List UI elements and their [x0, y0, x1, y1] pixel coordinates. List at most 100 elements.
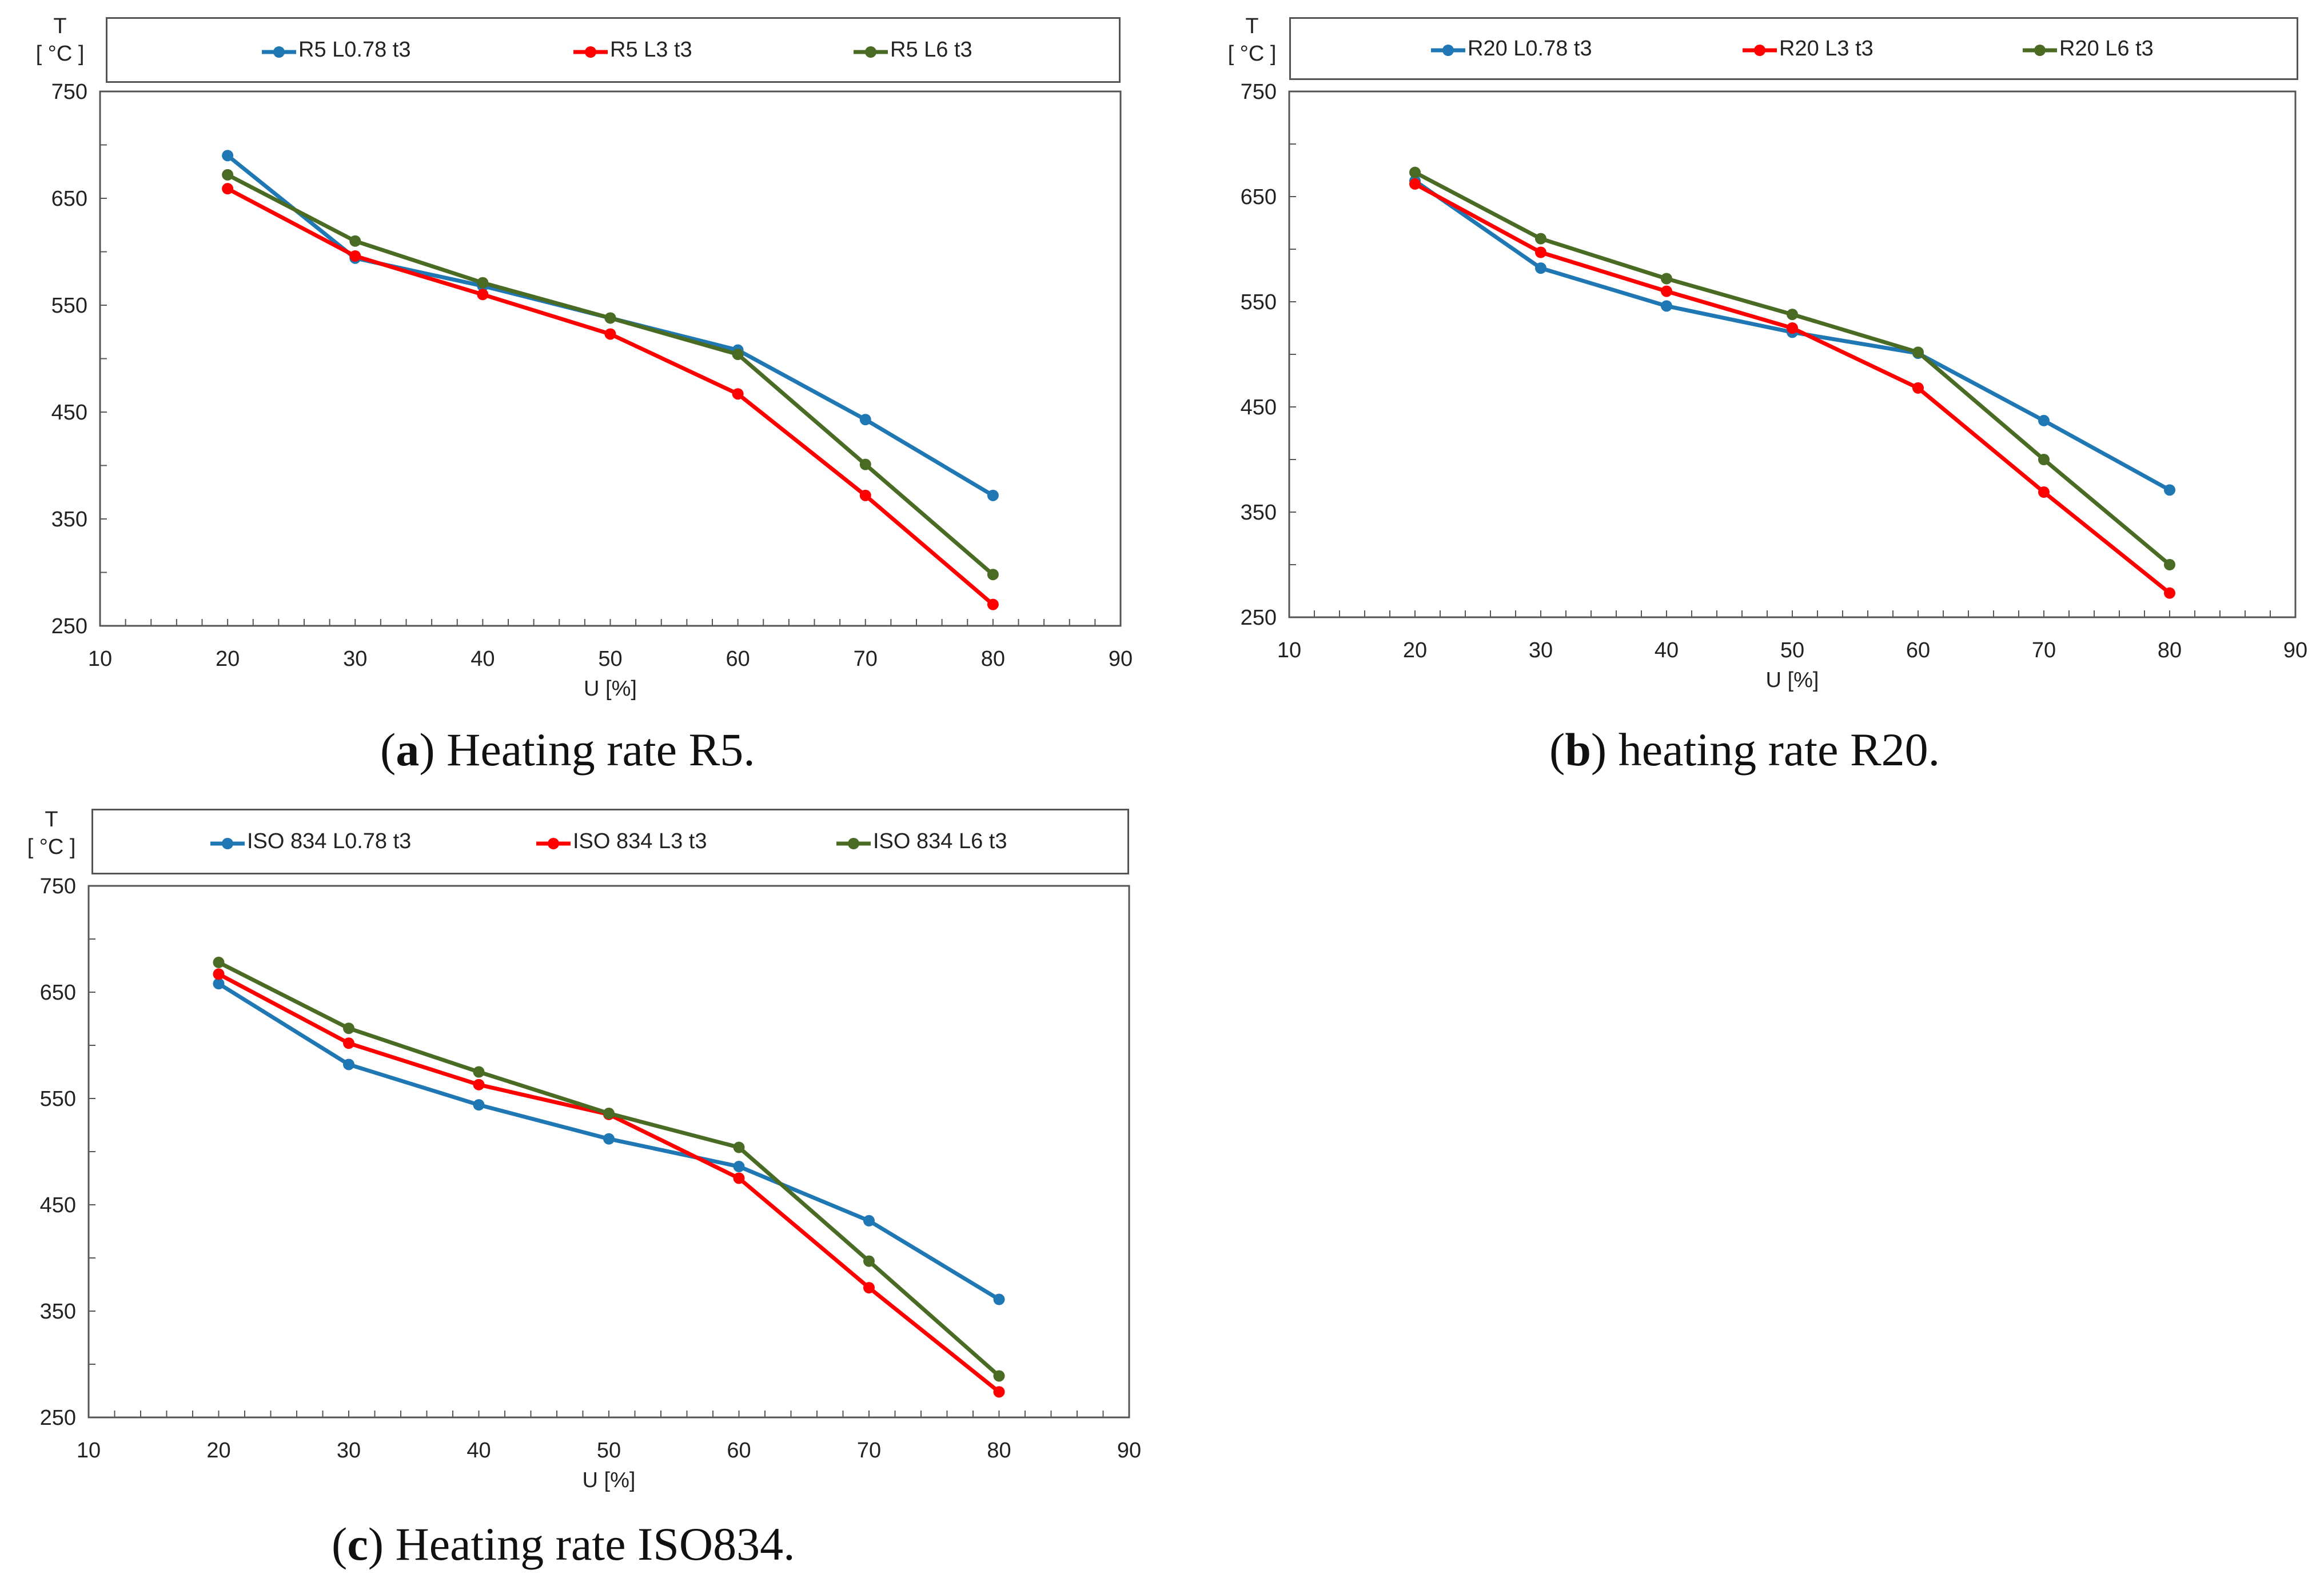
legend-item-c-1: ISO 834 L3 t3 — [536, 810, 707, 873]
y-tick-label: 450 — [51, 401, 87, 425]
y-axis-label-b: T [ °C ] — [1227, 14, 1277, 66]
legend-item-b-0: R20 L0.78 t3 — [1431, 19, 1592, 78]
data-point — [733, 1161, 745, 1173]
data-point — [222, 183, 234, 195]
plot-area — [1288, 90, 2297, 618]
data-point — [859, 489, 871, 501]
data-point — [993, 1386, 1005, 1398]
y-tick-label: 550 — [1241, 290, 1277, 314]
data-point — [863, 1215, 875, 1227]
legend-item-a-2: R5 L6 t3 — [854, 19, 972, 81]
data-point — [1787, 322, 1798, 334]
data-point — [473, 1078, 485, 1090]
legend-swatch-icon — [536, 833, 571, 850]
data-point — [1661, 273, 1672, 285]
x-tick-label: 80 — [2158, 638, 2182, 662]
data-point — [733, 1172, 745, 1184]
legend-c: ISO 834 L0.78 t3 ISO 834 L3 t3 ISO 834 L… — [91, 809, 1129, 874]
series-line-1 — [217, 972, 1000, 1394]
series-line-1 — [1414, 182, 2171, 595]
y-tick-label: 550 — [40, 1087, 76, 1111]
legend-a: R5 L0.78 t3 R5 L3 t3 R5 L6 t3 — [106, 17, 1121, 83]
x-axis-label: U [%] — [584, 677, 637, 701]
data-point — [473, 1066, 485, 1078]
data-point — [343, 1037, 354, 1049]
y-tick-label: 750 — [40, 874, 76, 898]
data-point — [987, 598, 999, 610]
y-tick-label: 450 — [40, 1193, 76, 1217]
data-point — [349, 250, 361, 262]
x-tick-label: 50 — [1780, 638, 1804, 662]
data-point — [987, 489, 999, 501]
data-point — [213, 978, 225, 990]
x-tick-label: 70 — [857, 1439, 881, 1463]
caption-a: (a) Heating rate R5. — [380, 724, 755, 776]
y-tick-label: 350 — [1241, 501, 1277, 525]
data-point — [733, 1141, 745, 1153]
data-point — [477, 289, 489, 301]
y-tick-label: 450 — [1241, 395, 1277, 420]
line-chart-a: 10 20 30 40 50 60 70 80 90 250 350 450 550 650 750 U [%… — [51, 80, 1133, 701]
data-point — [1535, 262, 1546, 274]
data-point — [343, 1058, 354, 1070]
x-tick-label: 10 — [1277, 638, 1301, 662]
data-point — [2164, 559, 2175, 570]
legend-swatch-icon — [210, 833, 245, 850]
y-tick-label: 350 — [51, 508, 87, 532]
legend-item-c-2: ISO 834 L6 t3 — [836, 810, 1007, 873]
x-tick-label: 30 — [337, 1439, 361, 1463]
x-tick-label: 50 — [598, 647, 622, 671]
data-point — [222, 150, 234, 162]
legend-item-c-0: ISO 834 L0.78 t3 — [210, 810, 411, 873]
y-axis-label-c: T [ °C ] — [27, 808, 76, 859]
data-point — [2164, 484, 2175, 496]
x-tick-label: 60 — [727, 1439, 751, 1463]
data-point — [1535, 246, 1546, 258]
legend-item-a-0: R5 L0.78 t3 — [262, 19, 410, 81]
x-tick-label: 40 — [1655, 638, 1679, 662]
data-point — [604, 328, 616, 340]
y-tick-label: 650 — [1241, 185, 1277, 209]
data-point — [863, 1255, 875, 1267]
data-point — [473, 1099, 485, 1111]
legend-swatch-icon — [1743, 40, 1777, 57]
x-tick-label: 80 — [987, 1439, 1011, 1463]
x-tick-label: 40 — [471, 647, 495, 671]
data-point — [2164, 587, 2175, 599]
x-tick-label: 50 — [597, 1439, 621, 1463]
x-tick-label: 70 — [2032, 638, 2056, 662]
data-point — [213, 968, 225, 980]
data-point — [1409, 178, 1421, 190]
series-line-2 — [1414, 170, 2171, 566]
x-tick-label: 10 — [77, 1439, 101, 1463]
legend-item-b-2: R20 L6 t3 — [2023, 19, 2154, 78]
y-tick-label: 750 — [1241, 80, 1277, 104]
x-tick-label: 70 — [854, 647, 878, 671]
data-point — [2038, 486, 2050, 498]
legend-swatch-icon — [1431, 40, 1465, 57]
y-tick-label: 750 — [51, 80, 87, 104]
data-point — [732, 388, 744, 400]
line-chart-c: 10 20 30 40 50 60 70 80 90 250 350 450 550 650 750 U [%… — [40, 874, 1142, 1492]
data-point — [863, 1282, 875, 1294]
data-point — [1661, 285, 1672, 297]
legend-swatch-icon — [836, 833, 871, 850]
data-point — [1409, 166, 1421, 178]
x-tick-label: 60 — [725, 647, 750, 671]
data-point — [1661, 300, 1672, 312]
y-axis-label-a: T [ °C ] — [35, 14, 85, 66]
x-tick-label: 40 — [467, 1439, 491, 1463]
data-point — [1912, 382, 1924, 394]
y-tick-label: 550 — [51, 294, 87, 318]
x-axis-label: U [%] — [1766, 668, 1819, 692]
data-point — [603, 1108, 615, 1120]
data-point — [732, 349, 744, 361]
data-point — [993, 1370, 1005, 1382]
y-tick-label: 650 — [40, 981, 76, 1005]
data-point — [859, 458, 871, 470]
x-axis-label: U [%] — [583, 1468, 636, 1492]
y-tick-label: 250 — [51, 614, 87, 638]
legend-swatch-icon — [262, 42, 296, 59]
legend-swatch-icon — [854, 42, 888, 59]
data-point — [213, 956, 225, 968]
